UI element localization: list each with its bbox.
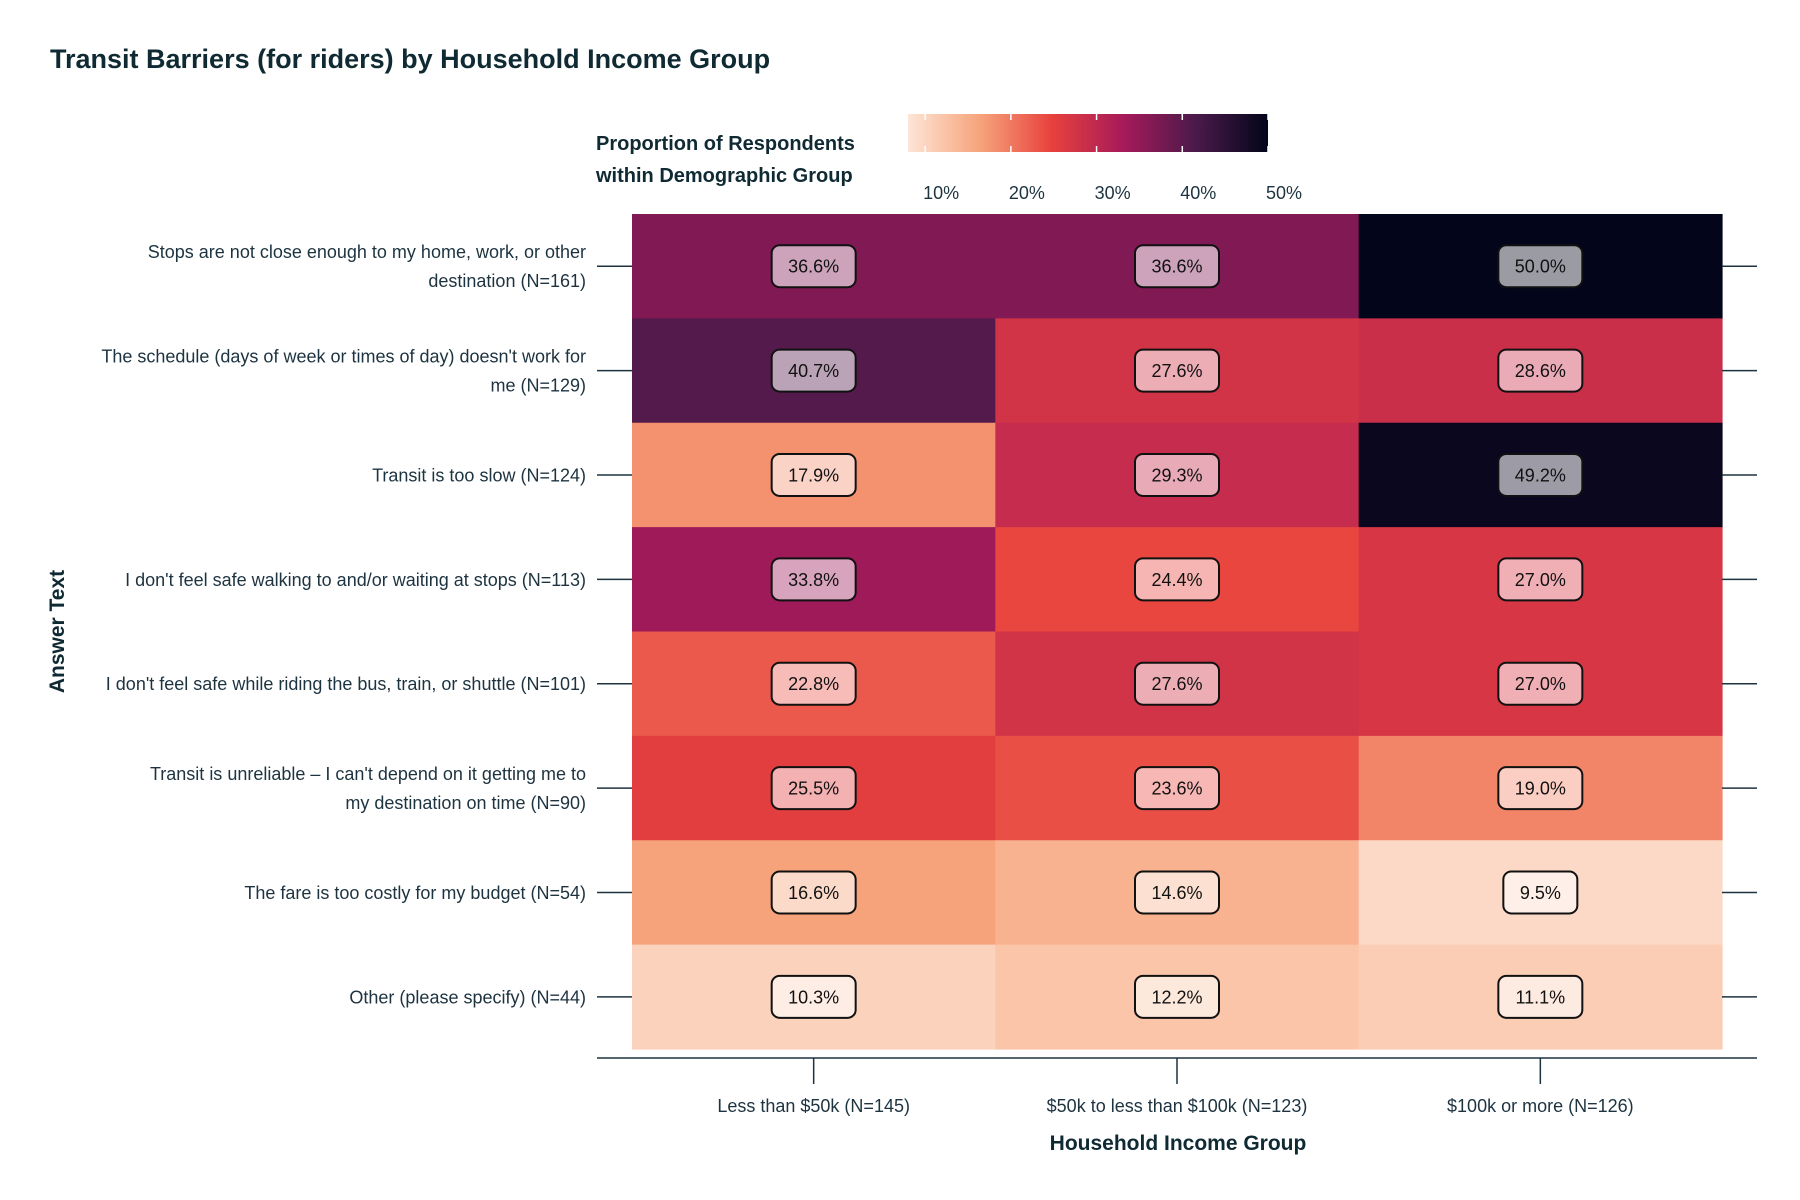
value-label: 12.2%: [1151, 987, 1202, 1007]
value-label: 25.5%: [788, 779, 839, 799]
value-label-box: [770, 661, 857, 706]
value-label: 9.5%: [1520, 883, 1561, 903]
value-label: 36.6%: [788, 257, 839, 277]
value-label: 27.6%: [1151, 361, 1202, 381]
value-label-box: [1497, 452, 1584, 497]
value-label-box: [770, 766, 857, 811]
value-label: 17.9%: [788, 465, 839, 485]
x-axis: Less than $50k (N=145) $50k to less than …: [597, 1057, 1757, 1155]
legend-title-line-2: within Demographic Group: [596, 165, 853, 187]
value-label-box: [1497, 766, 1584, 811]
value-label-box: [1134, 661, 1220, 706]
chart-title: Transit Barriers (for riders) by Househo…: [50, 44, 771, 74]
legend-color-bar: [908, 114, 1268, 152]
value-label-box: [1497, 974, 1584, 1019]
value-label-box: [770, 974, 857, 1019]
legend-tick-label: 10%: [923, 183, 959, 203]
y-category-label: I don't feel safe walking to and/or wait…: [125, 570, 586, 590]
legend-tick-label: 50%: [1266, 183, 1302, 203]
value-label: 10.3%: [788, 987, 839, 1007]
value-label: 36.6%: [1151, 257, 1202, 277]
color-legend: 10% 20% 30% 40% 50%: [908, 114, 1302, 203]
value-label: 50.0%: [1515, 257, 1566, 277]
legend-title-line-1: Proportion of Respondents: [596, 133, 855, 155]
value-label: 33.8%: [788, 570, 839, 590]
y-category-label: The fare is too costly for my budget (N=…: [244, 883, 586, 903]
value-label: 23.6%: [1151, 779, 1202, 799]
value-label-box: [1497, 661, 1584, 706]
value-label: 11.1%: [1515, 987, 1565, 1007]
value-label-box: [1497, 348, 1584, 393]
value-label-box: [1497, 244, 1584, 289]
value-label-box: [1134, 557, 1220, 602]
y-category-label: my destination on time (N=90): [345, 793, 586, 813]
value-label: 19.0%: [1515, 779, 1566, 799]
value-label-box: [1134, 870, 1220, 915]
value-label-box: [770, 244, 857, 289]
value-label: 27.6%: [1151, 674, 1202, 694]
value-label: 27.0%: [1515, 570, 1566, 590]
x-category-label: $100k or more (N=126): [1447, 1096, 1634, 1116]
value-label: 49.2%: [1515, 465, 1566, 485]
legend-title: Proportion of Respondents within Demogra…: [596, 128, 855, 192]
value-label: 29.3%: [1151, 465, 1202, 485]
y-axis-title: Answer Text: [46, 570, 69, 693]
value-label-box: [770, 452, 857, 497]
x-category-label: Less than $50k (N=145): [717, 1096, 910, 1116]
value-label-box: [770, 348, 857, 393]
cell-value-labels: 36.6% 36.6% 50.0% 40.7% 27.6% 28.6% 17.9% 29.3%…: [770, 244, 1584, 1019]
value-label: 14.6%: [1151, 883, 1202, 903]
value-label-box: [770, 557, 857, 602]
value-label: 28.6%: [1515, 361, 1566, 381]
value-label-box: [1134, 974, 1220, 1019]
value-label: 24.4%: [1151, 570, 1202, 590]
y-category-label: destination (N=161): [428, 271, 586, 291]
y-category-label: me (N=129): [490, 376, 586, 396]
y-category-label: I don't feel safe while riding the bus, …: [106, 674, 586, 694]
y-category-label: Other (please specify) (N=44): [349, 987, 586, 1007]
value-label-box: [1134, 244, 1220, 289]
legend-tick-label: 30%: [1095, 183, 1131, 203]
y-category-label: Stops are not close enough to my home, w…: [148, 242, 586, 262]
y-category-label: Transit is too slow (N=124): [372, 465, 586, 485]
legend-tick-label: 20%: [1009, 183, 1045, 203]
value-label-box: [1134, 348, 1220, 393]
x-category-label: $50k to less than $100k (N=123): [1047, 1096, 1308, 1116]
value-label-box: [1502, 870, 1579, 915]
value-label: 27.0%: [1515, 674, 1566, 694]
value-label: 16.6%: [788, 883, 839, 903]
value-label: 40.7%: [788, 361, 839, 381]
x-axis-title: Household Income Group: [1050, 1132, 1307, 1155]
value-label: 22.8%: [788, 674, 839, 694]
y-category-label: Transit is unreliable – I can't depend o…: [150, 764, 586, 784]
heatmap-cells: [632, 214, 1723, 1050]
legend-tick-label: 40%: [1180, 183, 1216, 203]
value-label-box: [1134, 452, 1220, 497]
value-label-box: [1134, 766, 1220, 811]
value-label-box: [770, 870, 857, 915]
y-axis: Stops are not close enough to my home, w…: [46, 242, 1757, 1007]
y-category-label: The schedule (days of week or times of d…: [101, 347, 586, 367]
value-label-box: [1497, 557, 1584, 602]
